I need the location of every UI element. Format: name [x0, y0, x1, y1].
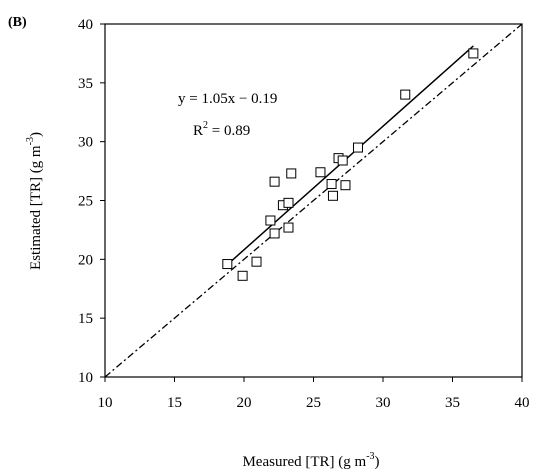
x-axis-label: Measured [TR] (g m-3) [242, 451, 379, 470]
regression-line [226, 45, 474, 266]
data-point [468, 48, 479, 59]
y-tick-label: 40 [78, 17, 93, 33]
data-point [269, 228, 280, 239]
y-tick-label: 10 [78, 370, 93, 386]
regression-equation: y = 1.05x − 0.19 [178, 91, 277, 107]
data-point [222, 259, 233, 270]
x-tick-label: 40 [515, 395, 530, 411]
panel-label: (B) [8, 15, 27, 30]
data-point [283, 222, 294, 233]
x-tick-label: 15 [167, 395, 182, 411]
r-squared-label: R2 = 0.89 [193, 120, 250, 139]
data-point [400, 89, 411, 100]
x-tick-label: 10 [98, 395, 113, 411]
x-tick-label: 20 [237, 395, 252, 411]
plot-area: 10 15 20 25 30 35 40 10 15 20 25 30 35 40 [78, 17, 530, 411]
y-tick-label: 30 [78, 135, 93, 151]
data-point [251, 256, 262, 267]
data-point [237, 270, 248, 281]
data-point [340, 180, 351, 191]
data-point [315, 167, 326, 178]
data-point [269, 176, 280, 187]
data-point [337, 155, 348, 166]
data-point [286, 168, 297, 179]
y-tick-label: 35 [78, 76, 93, 92]
data-point [326, 179, 337, 190]
data-point [352, 142, 363, 153]
data-point [265, 215, 276, 226]
x-tick-label: 35 [445, 395, 460, 411]
y-tick-label: 20 [78, 252, 93, 268]
y-tick-label: 25 [78, 194, 93, 210]
data-point [283, 197, 294, 208]
x-tick-label: 25 [306, 395, 321, 411]
x-tick-label: 30 [376, 395, 391, 411]
data-point [327, 190, 338, 201]
y-axis-label: Estimated [TR] (g m-3) [25, 132, 44, 270]
y-tick-label: 15 [78, 311, 93, 327]
one-to-one-line [104, 23, 523, 378]
